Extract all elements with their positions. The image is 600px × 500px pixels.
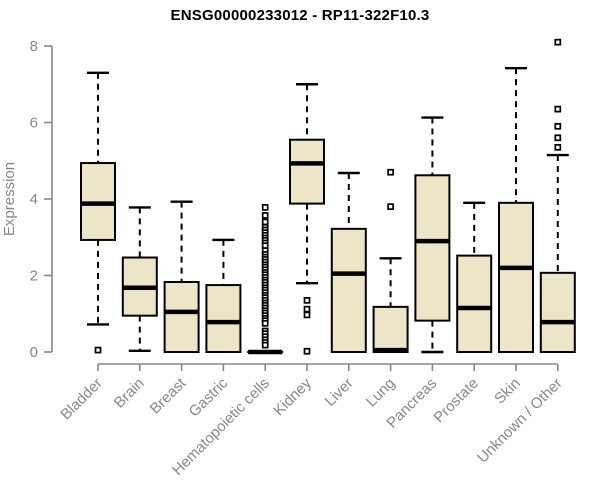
outlier-point-unknown-other (554, 38, 562, 46)
box-skin (498, 201, 534, 353)
outlier-point-hematopoietic-cells (261, 212, 269, 219)
box-pancreas (414, 174, 451, 322)
x-tick-label: Breast (147, 374, 190, 417)
outlier-point-kidney (303, 311, 311, 319)
x-tick-label: Liver (322, 375, 357, 410)
y-axis-title: Expression (1, 162, 18, 236)
outlier-point-hematopoietic-cells (261, 218, 269, 226)
y-tick-label: 2 (30, 268, 38, 285)
y-tick-label: 8 (30, 38, 38, 55)
outlier-point-unknown-other (554, 134, 562, 142)
y-tick-label: 0 (30, 344, 38, 361)
outlier-point-unknown-other (554, 122, 562, 130)
outlier-point-lung (387, 203, 394, 210)
box-lung (372, 305, 409, 353)
box-gastric (205, 284, 242, 353)
outlier-point-kidney (303, 347, 311, 355)
box-prostate (456, 254, 493, 353)
chart-title: ENSG00000233012 - RP11-322F10.3 (170, 7, 430, 24)
outlier-point-lung (387, 168, 394, 176)
outlier-point-unknown-other (554, 105, 562, 113)
box-breast (163, 281, 200, 353)
x-tick-label: Skin (491, 375, 524, 408)
outlier-point-hematopoietic-cells (261, 341, 269, 349)
outlier-point-hematopoietic-cells (261, 204, 269, 211)
x-tick-label: Kidney (270, 374, 315, 419)
x-tick-label: Prostate (430, 375, 482, 427)
y-tick-label: 6 (30, 115, 38, 132)
box-unknown-other (539, 271, 576, 354)
box-kidney (289, 138, 325, 205)
y-tick-label: 4 (30, 191, 38, 208)
outlier-point-bladder (94, 346, 102, 354)
box-liver (330, 227, 367, 354)
outlier-point-kidney (303, 297, 311, 304)
x-tick-label: Bladder (57, 375, 106, 424)
outlier-point-kidney (303, 305, 311, 313)
outlier-point-hematopoietic-cells (261, 319, 269, 327)
outlier-point-unknown-other (554, 144, 562, 151)
x-tick-label: Brain (111, 375, 148, 412)
x-tick-label: Lung (363, 375, 399, 411)
